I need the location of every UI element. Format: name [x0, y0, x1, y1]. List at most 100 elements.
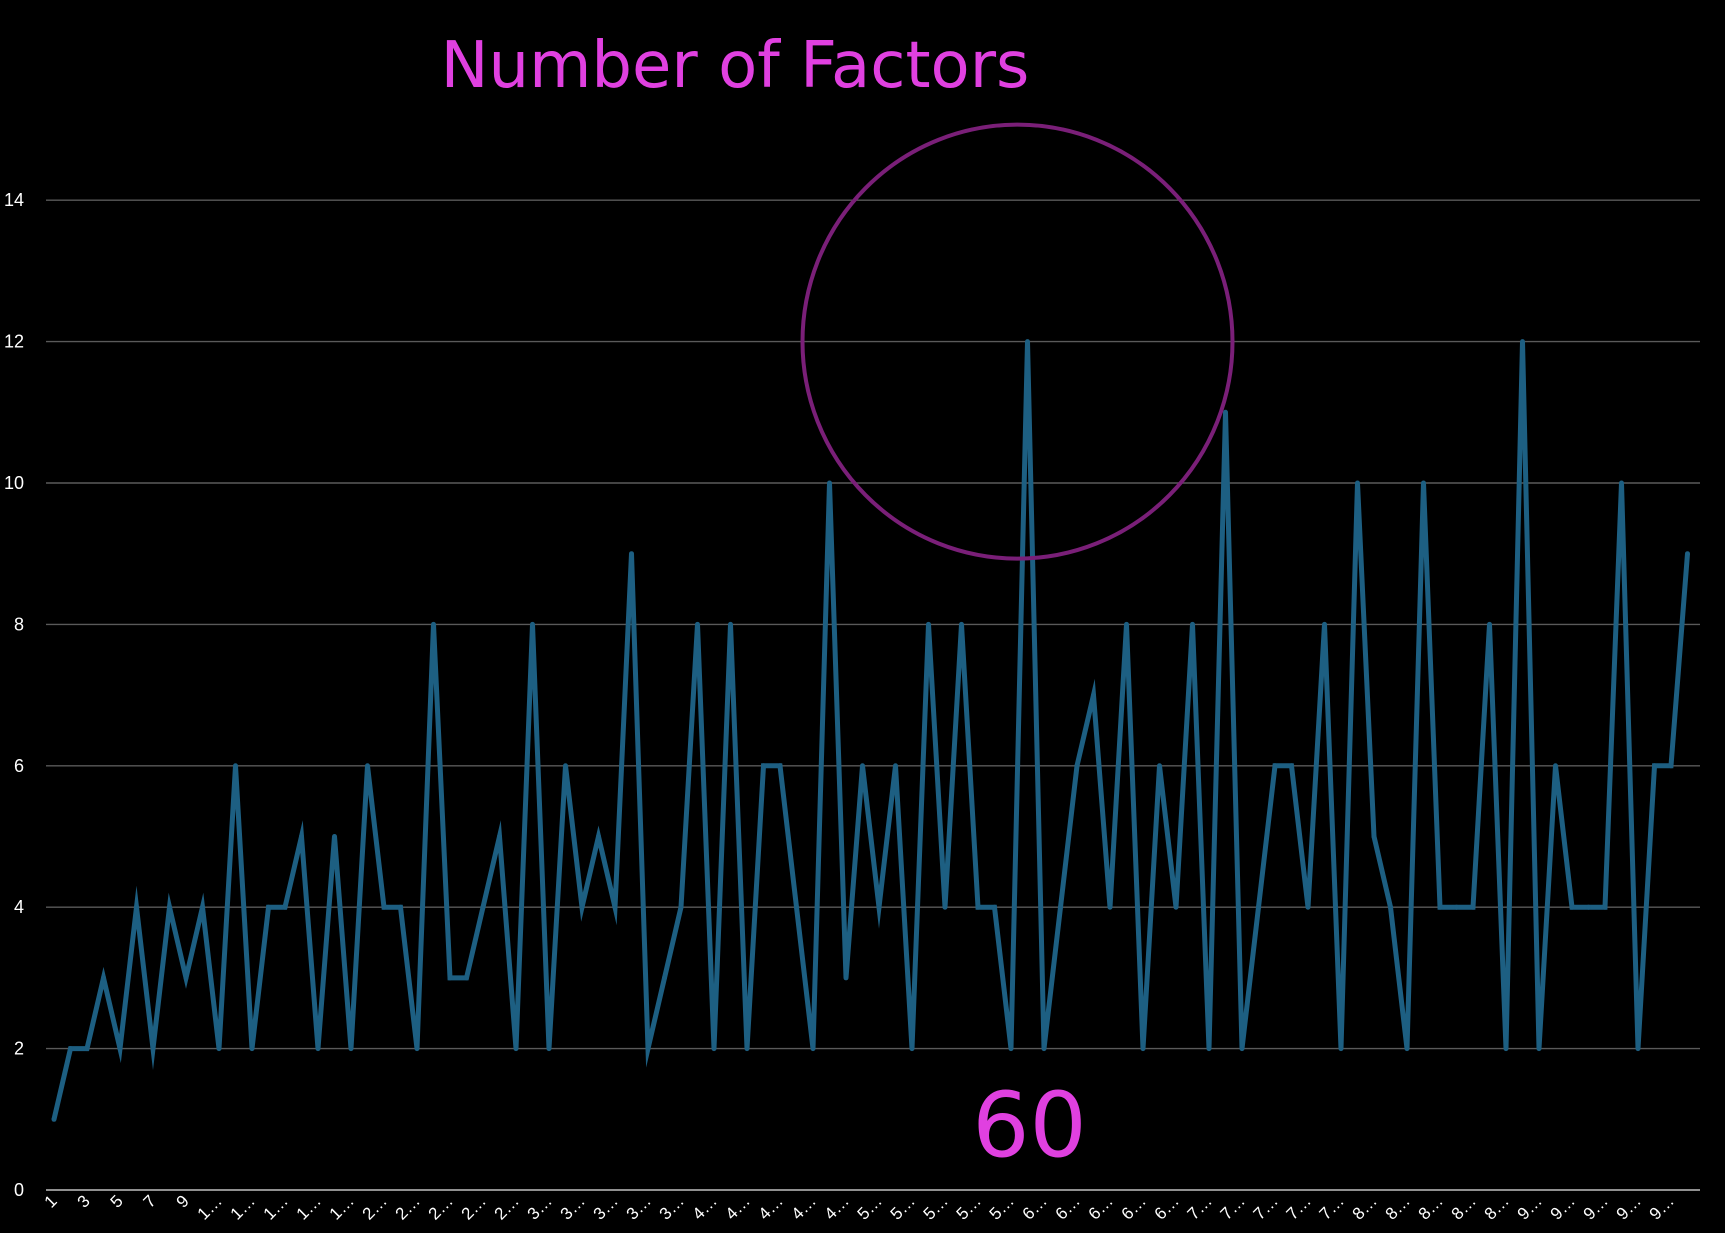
data-point: [1239, 1046, 1245, 1052]
annotation-layer: 60: [800, 122, 1235, 1178]
data-point: [447, 975, 453, 981]
x-tick-label: 3…: [524, 1191, 556, 1223]
annotation-label: 60: [972, 1073, 1087, 1178]
data-point: [1404, 1046, 1410, 1052]
data-point: [1520, 339, 1525, 345]
data-point: [827, 480, 832, 486]
x-tick-label: 2…: [425, 1191, 457, 1223]
x-tick-label: 7: [140, 1191, 160, 1211]
data-point: [1008, 1046, 1014, 1052]
data-point: [1322, 621, 1327, 627]
data-point: [1470, 904, 1476, 910]
data-point: [1074, 763, 1080, 769]
data-point: [645, 1046, 651, 1052]
y-tick-label: 10: [4, 473, 24, 493]
x-tick-label: 9…: [1613, 1191, 1645, 1223]
data-point: [315, 1046, 321, 1052]
data-point: [579, 904, 585, 910]
data-point: [1157, 763, 1162, 769]
data-point: [1355, 480, 1360, 486]
data-point: [513, 1046, 519, 1052]
x-tick-label: 2…: [458, 1191, 490, 1223]
x-tick-label: 1…: [260, 1191, 292, 1223]
x-tick-label: 6…: [1052, 1191, 1084, 1223]
x-tick-label: 9: [173, 1191, 193, 1211]
data-point: [1305, 904, 1311, 910]
highlight-circle: [800, 122, 1235, 561]
x-tick-label: 4…: [788, 1191, 820, 1223]
data-point: [810, 1046, 816, 1052]
x-tick-label: 5…: [986, 1191, 1018, 1223]
x-tick-label: 9…: [1646, 1191, 1678, 1223]
x-tick-label: 3…: [656, 1191, 688, 1223]
x-axis-tick-labels: 1 3 5 7 9 1… 1… 1… 1… 1… 2… 2… 2… 2… 2… 3… 3… 3… 3… 3… 4… 4… 4…: [41, 1191, 1678, 1223]
data-point: [942, 904, 948, 910]
x-tick-label: 9…: [1580, 1191, 1612, 1223]
x-tick-label: 5…: [953, 1191, 985, 1223]
series-line: [51, 341, 1690, 1120]
x-tick-label: 7…: [1316, 1191, 1348, 1223]
x-tick-label: 8…: [1448, 1191, 1480, 1223]
data-point: [200, 904, 205, 910]
x-tick-label: 8…: [1382, 1191, 1414, 1223]
data-point: [678, 904, 684, 910]
data-point: [1091, 692, 1096, 698]
y-tick-label: 2: [14, 1039, 24, 1059]
data-point: [860, 763, 865, 769]
data-point: [1140, 1046, 1146, 1052]
data-point: [711, 1046, 717, 1052]
x-tick-label: 7…: [1250, 1191, 1282, 1223]
data-point: [1503, 1046, 1509, 1052]
data-point: [695, 621, 700, 627]
data-point: [1371, 834, 1377, 839]
data-point: [975, 904, 981, 910]
data-point: [480, 904, 486, 910]
x-tick-label: 9…: [1514, 1191, 1546, 1223]
y-axis-tick-labels: 0 2 4 6 8 10 12 14: [4, 190, 24, 1200]
x-tick-label: 8…: [1481, 1191, 1513, 1223]
data-point: [1536, 1046, 1542, 1052]
x-tick-label: 4…: [689, 1191, 721, 1223]
y-tick-label: 8: [14, 614, 24, 634]
data-point: [497, 834, 502, 839]
x-tick-label: 1: [41, 1191, 61, 1211]
data-point: [959, 621, 964, 627]
data-point: [1454, 904, 1459, 910]
data-point: [332, 834, 337, 839]
data-point: [1272, 763, 1278, 769]
data-point: [1206, 1046, 1212, 1052]
data-point: [150, 1046, 156, 1052]
data-point: [282, 904, 288, 910]
data-point: [1487, 621, 1492, 627]
y-tick-label: 14: [4, 190, 24, 210]
data-point: [1190, 621, 1195, 627]
data-point: [68, 1046, 73, 1052]
x-tick-label: 3: [74, 1191, 94, 1211]
x-tick-label: 9…: [1547, 1191, 1579, 1223]
data-point: [233, 763, 238, 769]
data-point: [843, 975, 849, 981]
data-point: [1289, 763, 1294, 769]
data-point: [1619, 480, 1624, 486]
data-point: [1668, 763, 1674, 769]
data-point: [744, 1046, 750, 1052]
x-tick-label: 2…: [359, 1191, 391, 1223]
x-tick-label: 5…: [854, 1191, 886, 1223]
x-tick-label: 1…: [194, 1191, 226, 1223]
data-point: [1569, 904, 1575, 910]
data-point: [381, 904, 387, 910]
data-point: [1553, 763, 1558, 769]
data-point: [992, 904, 997, 910]
data-point: [117, 1046, 123, 1052]
data-point: [1223, 409, 1228, 415]
x-tick-label: 5…: [887, 1191, 919, 1223]
data-point: [728, 621, 733, 627]
y-tick-label: 12: [4, 332, 24, 352]
data-point: [1685, 551, 1690, 557]
x-tick-label: 2…: [392, 1191, 424, 1223]
x-tick-label: 6…: [1085, 1191, 1117, 1223]
data-point: [1173, 904, 1179, 910]
data-point: [1058, 904, 1063, 910]
x-tick-label: 4…: [755, 1191, 787, 1223]
